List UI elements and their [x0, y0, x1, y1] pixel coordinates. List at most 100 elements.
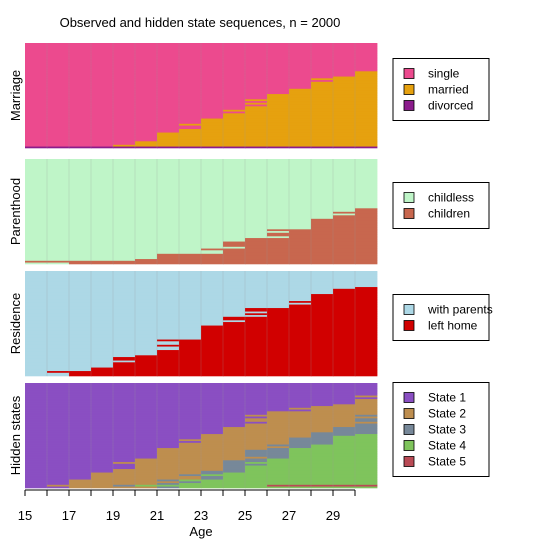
- sequence-cell: [267, 178, 290, 181]
- sequence-cell: [157, 470, 180, 473]
- sequence-cell: [201, 458, 224, 461]
- sequence-cell: [179, 60, 202, 63]
- sequence-cell: [157, 86, 180, 89]
- sequence-cell: [311, 99, 334, 102]
- sequence-cell: [333, 472, 356, 475]
- sequence-cell: [289, 46, 312, 49]
- sequence-cell: [157, 286, 180, 289]
- sequence-cell: [333, 477, 356, 480]
- sequence-cell: [223, 72, 246, 75]
- sequence-cell: [245, 159, 268, 162]
- sequence-cell: [135, 206, 158, 209]
- sequence-cell: [201, 127, 224, 130]
- sequence-cell: [113, 454, 136, 457]
- sequence-cell: [69, 283, 92, 286]
- sequence-cell: [311, 419, 334, 422]
- sequence-cell: [333, 230, 356, 233]
- sequence-cell: [157, 358, 180, 361]
- sequence-cell: [267, 106, 290, 109]
- sequence-cell: [267, 95, 290, 98]
- sequence-cell: [91, 274, 114, 277]
- sequence-cell: [157, 421, 180, 424]
- sequence-cell: [245, 300, 268, 303]
- sequence-cell: [179, 48, 202, 51]
- sequence-cell: [201, 292, 224, 295]
- legend-label: State 5: [428, 455, 466, 469]
- sequence-cell: [113, 215, 136, 218]
- sequence-cell: [69, 439, 92, 442]
- sequence-cell: [333, 72, 356, 75]
- sequence-cell: [333, 243, 356, 246]
- sequence-cell: [333, 397, 356, 400]
- sequence-cell: [355, 363, 378, 366]
- sequence-cell: [311, 276, 334, 279]
- sequence-cell: [91, 320, 114, 323]
- sequence-cell: [311, 201, 334, 204]
- sequence-cell: [47, 90, 70, 93]
- sequence-cell: [91, 470, 114, 473]
- sequence-cell: [267, 104, 290, 107]
- sequence-cell: [25, 60, 48, 63]
- sequence-cell: [311, 229, 334, 232]
- sequence-cell: [113, 199, 136, 202]
- sequence-cell: [157, 135, 180, 138]
- sequence-cell: [157, 279, 180, 282]
- sequence-cell: [223, 79, 246, 82]
- sequence-cell: [113, 102, 136, 105]
- sequence-cell: [47, 250, 70, 253]
- sequence-cell: [355, 272, 378, 275]
- sequence-cell: [311, 402, 334, 405]
- sequence-cell: [333, 144, 356, 147]
- sequence-cell: [223, 176, 246, 179]
- sequence-cell: [113, 461, 136, 464]
- sequence-cell: [245, 272, 268, 275]
- sequence-cell: [69, 470, 92, 473]
- sequence-cell: [289, 482, 312, 485]
- sequence-cell: [69, 477, 92, 480]
- sequence-cell: [113, 118, 136, 121]
- sequence-cell: [91, 318, 114, 321]
- sequence-cell: [333, 118, 356, 121]
- sequence-cell: [355, 285, 378, 288]
- sequence-cell: [135, 55, 158, 58]
- sequence-cell: [113, 60, 136, 63]
- sequence-cell: [113, 307, 136, 310]
- sequence-cell: [135, 416, 158, 419]
- sequence-cell: [113, 416, 136, 419]
- sequence-cell: [91, 390, 114, 393]
- sequence-cell: [245, 141, 268, 144]
- sequence-cell: [311, 232, 334, 235]
- sequence-cell: [25, 293, 48, 296]
- sequence-cell: [157, 486, 180, 489]
- sequence-cell: [69, 272, 92, 275]
- sequence-cell: [355, 65, 378, 68]
- sequence-cell: [355, 311, 378, 314]
- sequence-cell: [245, 337, 268, 340]
- sequence-cell: [355, 51, 378, 54]
- sequence-cell: [201, 171, 224, 174]
- sequence-cell: [267, 85, 290, 88]
- sequence-cell: [113, 185, 136, 188]
- sequence-cell: [179, 313, 202, 316]
- sequence-cell: [355, 355, 378, 358]
- sequence-cell: [69, 213, 92, 216]
- sequence-cell: [157, 102, 180, 105]
- sequence-cell: [311, 285, 334, 288]
- sequence-cell: [333, 251, 356, 254]
- sequence-cell: [245, 246, 268, 249]
- sequence-cell: [289, 88, 312, 91]
- sequence-cell: [355, 299, 378, 302]
- sequence-cell: [333, 95, 356, 98]
- sequence-cell: [245, 311, 268, 314]
- sequence-cell: [289, 435, 312, 438]
- sequence-cell: [47, 453, 70, 456]
- sequence-cell: [267, 437, 290, 440]
- sequence-cell: [223, 411, 246, 414]
- sequence-cell: [91, 442, 114, 445]
- sequence-cell: [47, 201, 70, 204]
- sequence-cell: [69, 395, 92, 398]
- sequence-cell: [113, 397, 136, 400]
- sequence-cell: [47, 365, 70, 368]
- sequence-cell: [245, 142, 268, 145]
- sequence-cell: [69, 486, 92, 489]
